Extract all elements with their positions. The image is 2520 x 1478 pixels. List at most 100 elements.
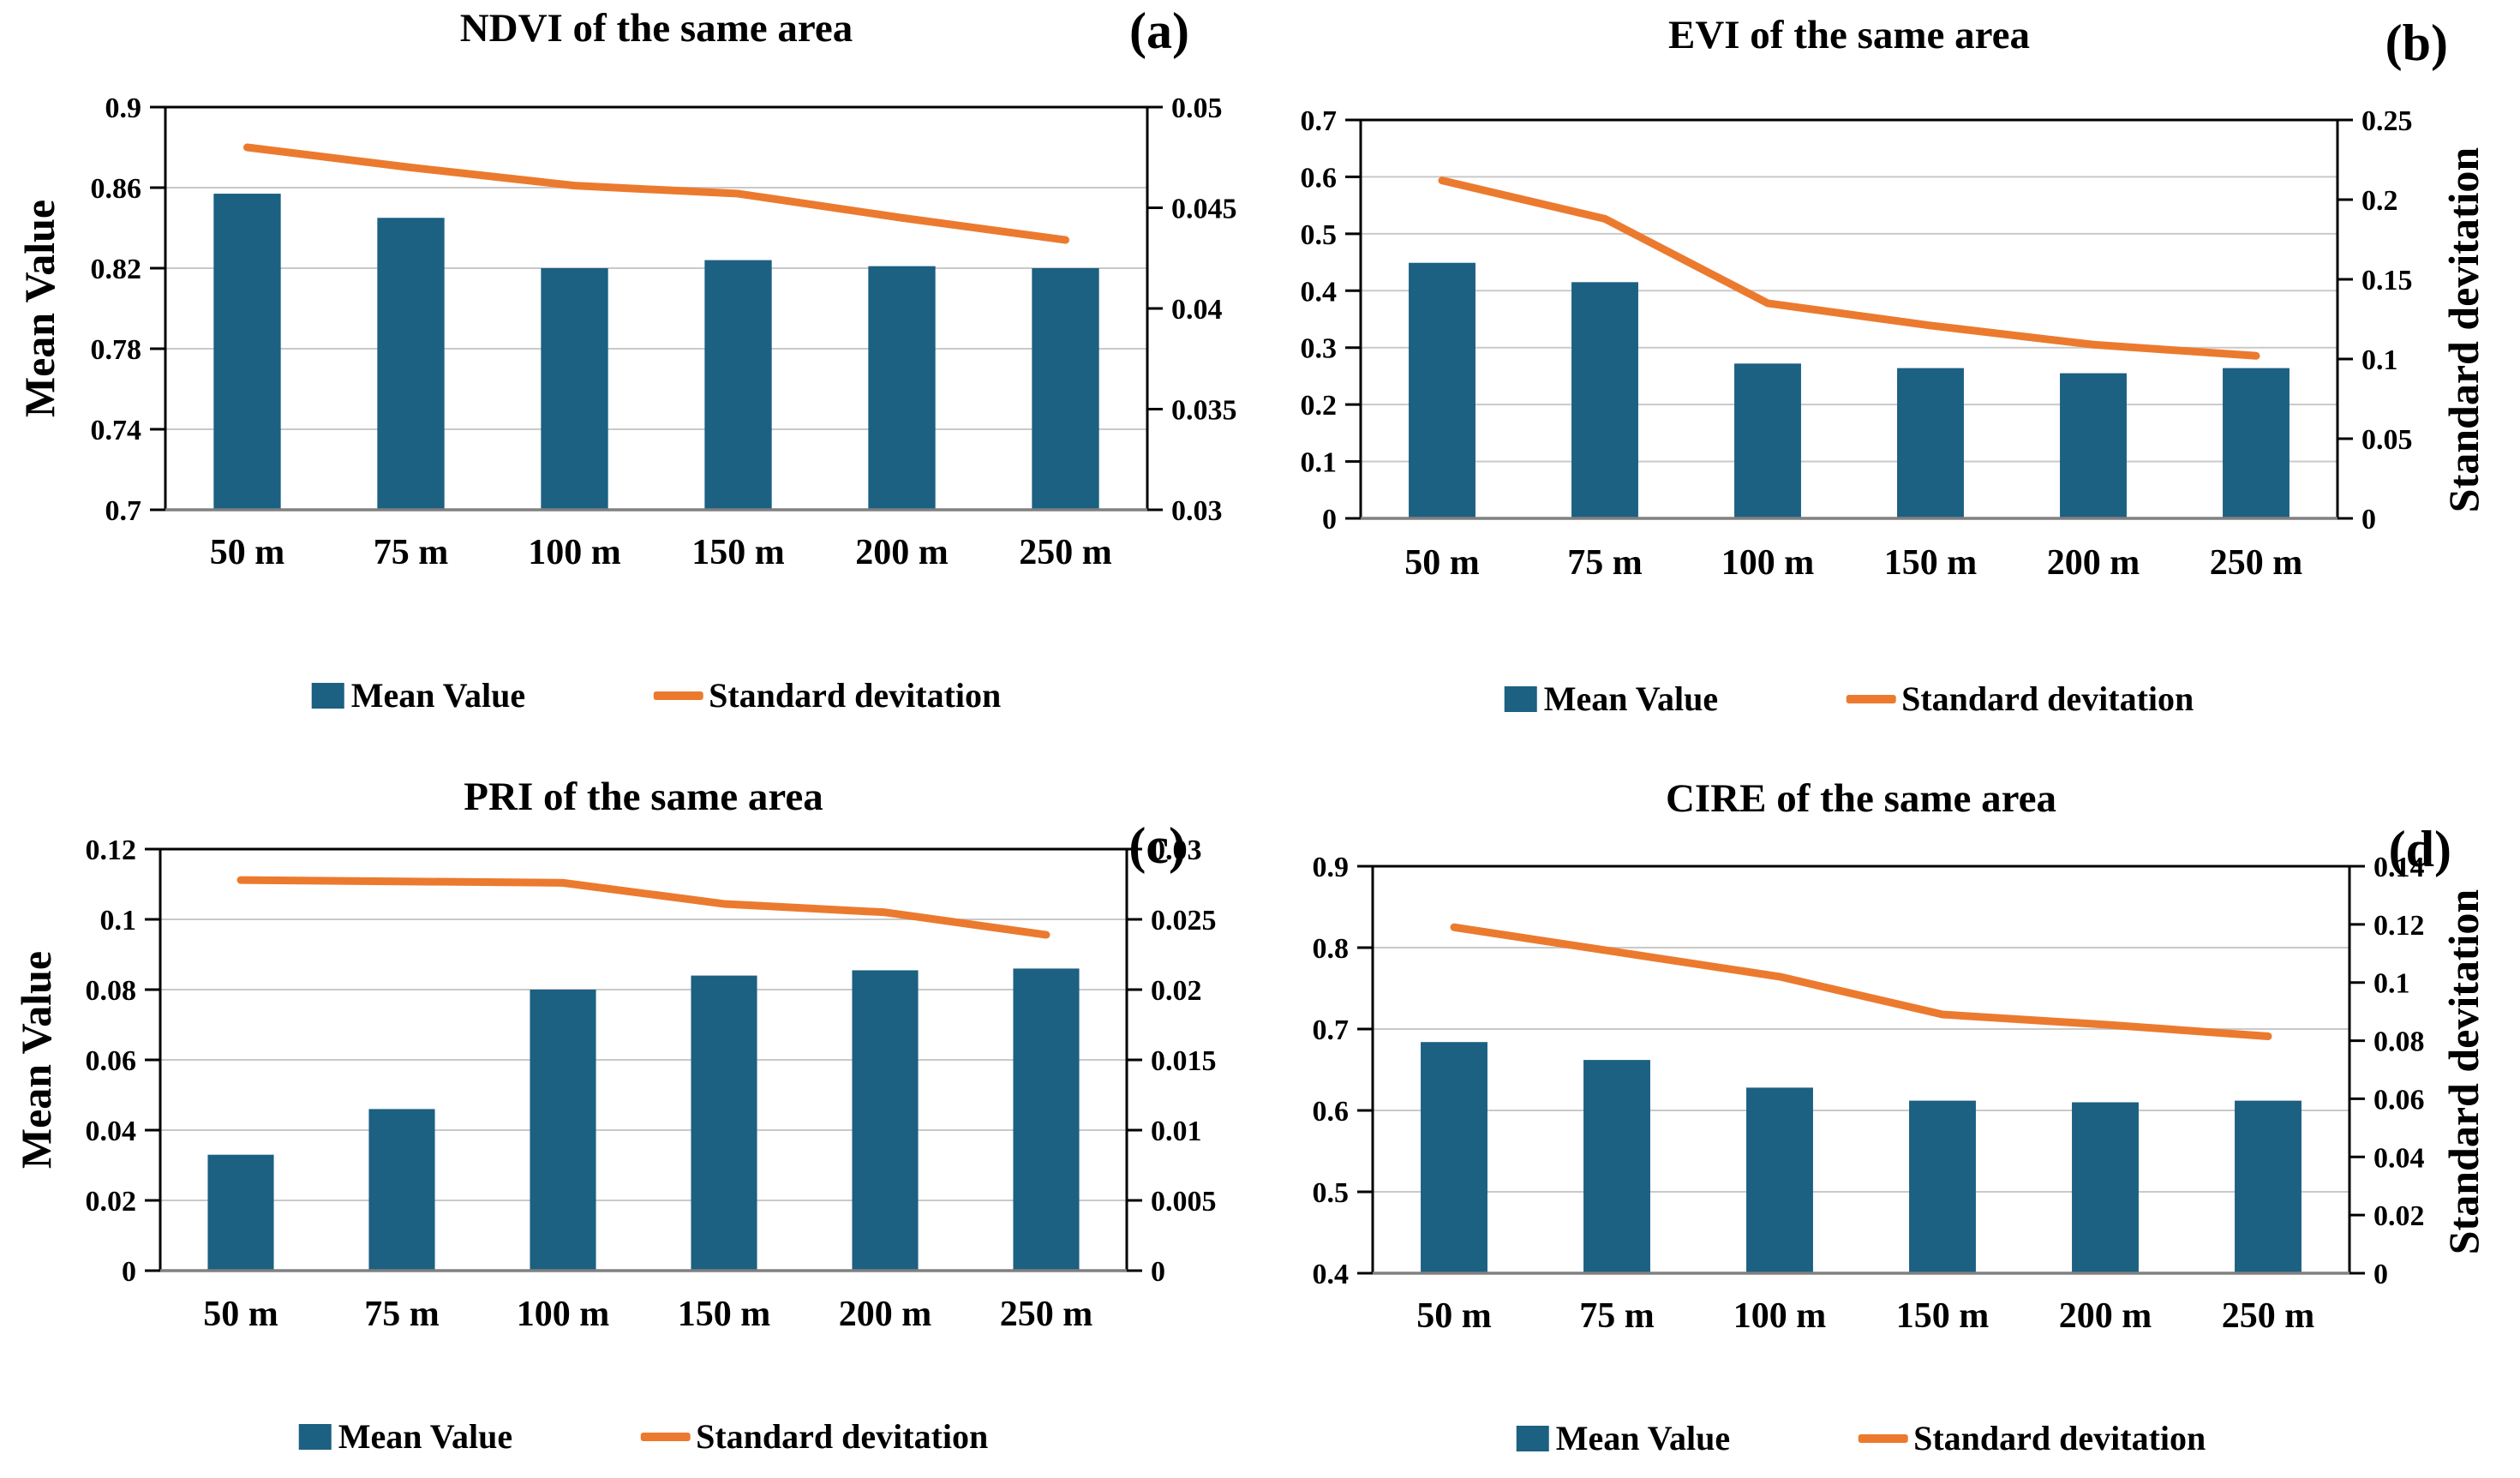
x-axis-label: 50 m xyxy=(1404,543,1480,583)
right-axis-tick-label: 0.08 xyxy=(2373,1026,2425,1058)
mean-value-bars xyxy=(213,194,1099,511)
bar xyxy=(207,1154,274,1271)
left-axis-tick-label: 0.9 xyxy=(105,93,142,124)
bar xyxy=(852,970,919,1271)
right-axis-tick-label: 0.04 xyxy=(2373,1142,2425,1174)
x-axis-label: 100 m xyxy=(1721,543,1815,583)
legend-std-label: Standard devitation xyxy=(709,676,1002,715)
x-axis-label: 200 m xyxy=(855,533,949,572)
right-axis-tick-label: 0.045 xyxy=(1171,194,1237,225)
ndvi-chart-canvas: 0.90.860.820.780.740.70.050.0450.040.035… xyxy=(91,93,1237,572)
left-axis-tick-label: 0.74 xyxy=(91,415,142,446)
x-axis-label: 150 m xyxy=(1896,1296,1990,1336)
left-axis-tick-label: 0.06 xyxy=(86,1045,137,1077)
bar xyxy=(213,194,281,511)
x-axis-label: 50 m xyxy=(210,533,285,572)
left-axis-tick-label: 0.4 xyxy=(1313,1259,1350,1290)
right-axis-tick-label: 0 xyxy=(2361,504,2376,536)
bar xyxy=(530,990,596,1271)
evi-chart-canvas: 0.7 0.6 0.5 0.4 0.3 0.2 0.1 0 0.25 0.2 0.15 0.1 0.05… xyxy=(1301,105,2413,583)
std-line xyxy=(236,876,1050,939)
x-axis-label: 250 m xyxy=(1000,1295,1093,1334)
left-axis-tick-label: 0.7 xyxy=(1301,105,1338,137)
right-axis-tick-label: 0.25 xyxy=(2361,105,2413,137)
pri-chart-canvas: 0.12 0.1 0.08 0.06 0.04 0.02 0 0.03 0.025 0.02 0.0… xyxy=(86,835,1217,1334)
bar xyxy=(1421,1042,1487,1273)
right-axis-tick-label: 0.03 xyxy=(1151,835,1202,866)
panel-letter: (b) xyxy=(2385,15,2448,71)
bar xyxy=(691,975,757,1271)
bar xyxy=(2072,1102,2139,1273)
bar xyxy=(2060,373,2127,518)
right-axis-tick-label: 0.05 xyxy=(1171,93,1223,124)
right-axis-tick-label: 0.03 xyxy=(1171,495,1223,527)
x-axis-label: 75 m xyxy=(1579,1296,1655,1336)
x-axis-label: 150 m xyxy=(678,1295,771,1334)
legend-mean-label: Mean Value xyxy=(338,1417,513,1456)
bar xyxy=(2235,1100,2302,1273)
left-axis-tick-label: 0.6 xyxy=(1301,162,1338,194)
left-axis-tick-label: 0.82 xyxy=(91,254,142,285)
legend-bar-swatch xyxy=(1516,1425,1549,1451)
left-axis-tick-label: 0.78 xyxy=(91,334,142,366)
left-axis-tick-label: 0.5 xyxy=(1313,1177,1350,1209)
plot-border xyxy=(164,105,1149,512)
bar xyxy=(1013,968,1080,1271)
legend: Mean Value Standard devitation xyxy=(298,1416,988,1457)
x-axis-label: 200 m xyxy=(839,1295,932,1334)
legend-line-swatch xyxy=(1859,1433,1909,1443)
plot-border xyxy=(1371,865,2351,1275)
left-axis-tick-label: 0.4 xyxy=(1301,276,1338,308)
right-axis-tick-label: 0.02 xyxy=(2373,1200,2425,1232)
panel-letter: (d) xyxy=(2388,821,2451,877)
right-axis-tick-label: 0.015 xyxy=(1151,1045,1217,1077)
right-axis-tick-label: 0.04 xyxy=(1171,294,1223,326)
chart-title: CIRE of the same area xyxy=(1665,776,2057,821)
left-axis-tick-label: 0.1 xyxy=(100,905,137,936)
x-axis-label: 100 m xyxy=(1733,1296,1827,1336)
right-axis-tick-label: 0.035 xyxy=(1171,395,1237,427)
chart-title: PRI of the same area xyxy=(464,775,823,819)
mean-value-bars xyxy=(1421,1042,2302,1273)
right-axis-tick-label: 0.1 xyxy=(2361,344,2398,376)
x-axis-label: 100 m xyxy=(517,1295,610,1334)
std-line xyxy=(243,143,1069,244)
right-axis-tick-label: 0.02 xyxy=(1151,975,1202,1007)
left-axis-tick-label: 0.08 xyxy=(86,975,137,1007)
left-axis-tick-label: 0.02 xyxy=(86,1186,137,1218)
legend-std-label: Standard devitation xyxy=(1913,1419,2206,1457)
left-axis-tick-label: 0.1 xyxy=(1301,447,1338,479)
right-axis-tick-label: 0.2 xyxy=(2361,185,2398,217)
x-axis-label: 200 m xyxy=(2059,1296,2152,1336)
legend-line-swatch xyxy=(654,691,704,700)
x-axis-label: 100 m xyxy=(528,533,621,572)
legend: Mean Value Standard devitation xyxy=(311,675,1002,715)
panel-letter: (a) xyxy=(1129,3,1189,59)
legend-line-swatch xyxy=(1847,694,1897,703)
legend: Mean Value Standard devitation xyxy=(1504,679,2194,719)
chart-title: EVI of the same area xyxy=(1667,13,2031,57)
left-axis-tick-label: 0 xyxy=(122,1256,136,1288)
left-axis-tick-label: 0.12 xyxy=(86,835,137,866)
legend-bar-swatch xyxy=(1504,685,1537,712)
x-axis-label: 150 m xyxy=(691,533,785,572)
x-axis-label: 250 m xyxy=(2222,1296,2315,1336)
left-axis-tick-label: 0.3 xyxy=(1301,333,1338,365)
bar xyxy=(1571,282,1638,518)
x-axis-label: 50 m xyxy=(1416,1296,1492,1336)
bar xyxy=(868,266,936,510)
bar xyxy=(368,1109,435,1271)
bar xyxy=(1746,1087,1813,1273)
legend-std-label: Standard devitation xyxy=(1901,679,2194,718)
panel-pri: PRI of the same area (c) Mean Value 0.12… xyxy=(0,739,1260,1478)
x-axis-label: 250 m xyxy=(2210,543,2303,583)
legend-mean-label: Mean Value xyxy=(1555,1419,1731,1457)
right-axis-tick-label: 0.12 xyxy=(2373,910,2425,942)
bar xyxy=(541,268,608,510)
mean-value-bars xyxy=(207,968,1080,1271)
mean-value-bars xyxy=(1409,262,2290,518)
legend-mean-label: Mean Value xyxy=(350,676,526,715)
right-axis-tick-label: 0.06 xyxy=(2373,1084,2425,1116)
bar xyxy=(1409,262,1475,518)
x-axis-label: 250 m xyxy=(1019,533,1112,572)
